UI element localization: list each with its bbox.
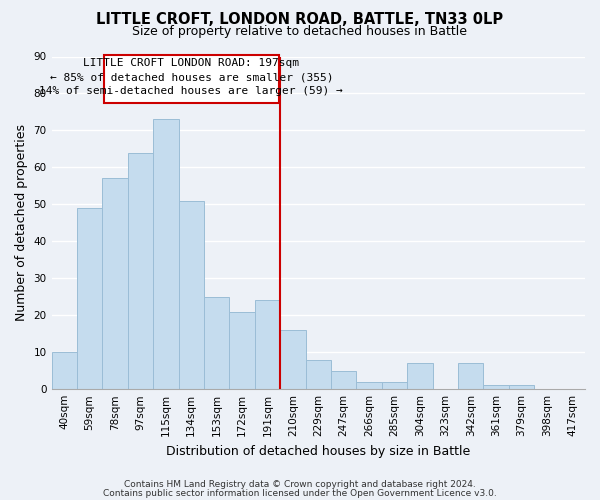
- Bar: [128, 152, 153, 389]
- Bar: [356, 382, 382, 389]
- Bar: [103, 178, 128, 389]
- Bar: [305, 360, 331, 389]
- FancyBboxPatch shape: [104, 54, 279, 102]
- Text: Contains public sector information licensed under the Open Government Licence v3: Contains public sector information licen…: [103, 488, 497, 498]
- Bar: [382, 382, 407, 389]
- Bar: [458, 364, 484, 389]
- Text: LITTLE CROFT LONDON ROAD: 197sqm: LITTLE CROFT LONDON ROAD: 197sqm: [83, 58, 299, 68]
- Text: LITTLE CROFT, LONDON ROAD, BATTLE, TN33 0LP: LITTLE CROFT, LONDON ROAD, BATTLE, TN33 …: [97, 12, 503, 28]
- Bar: [509, 386, 534, 389]
- Bar: [153, 120, 179, 389]
- Bar: [52, 352, 77, 389]
- Bar: [331, 370, 356, 389]
- Bar: [407, 364, 433, 389]
- X-axis label: Distribution of detached houses by size in Battle: Distribution of detached houses by size …: [166, 444, 470, 458]
- Bar: [229, 312, 255, 389]
- Bar: [484, 386, 509, 389]
- Text: Size of property relative to detached houses in Battle: Size of property relative to detached ho…: [133, 25, 467, 38]
- Bar: [77, 208, 103, 389]
- Bar: [179, 200, 204, 389]
- Text: Contains HM Land Registry data © Crown copyright and database right 2024.: Contains HM Land Registry data © Crown c…: [124, 480, 476, 489]
- Text: 14% of semi-detached houses are larger (59) →: 14% of semi-detached houses are larger (…: [40, 86, 343, 96]
- Text: ← 85% of detached houses are smaller (355): ← 85% of detached houses are smaller (35…: [50, 72, 333, 82]
- Y-axis label: Number of detached properties: Number of detached properties: [15, 124, 28, 322]
- Bar: [280, 330, 305, 389]
- Bar: [204, 297, 229, 389]
- Bar: [255, 300, 280, 389]
